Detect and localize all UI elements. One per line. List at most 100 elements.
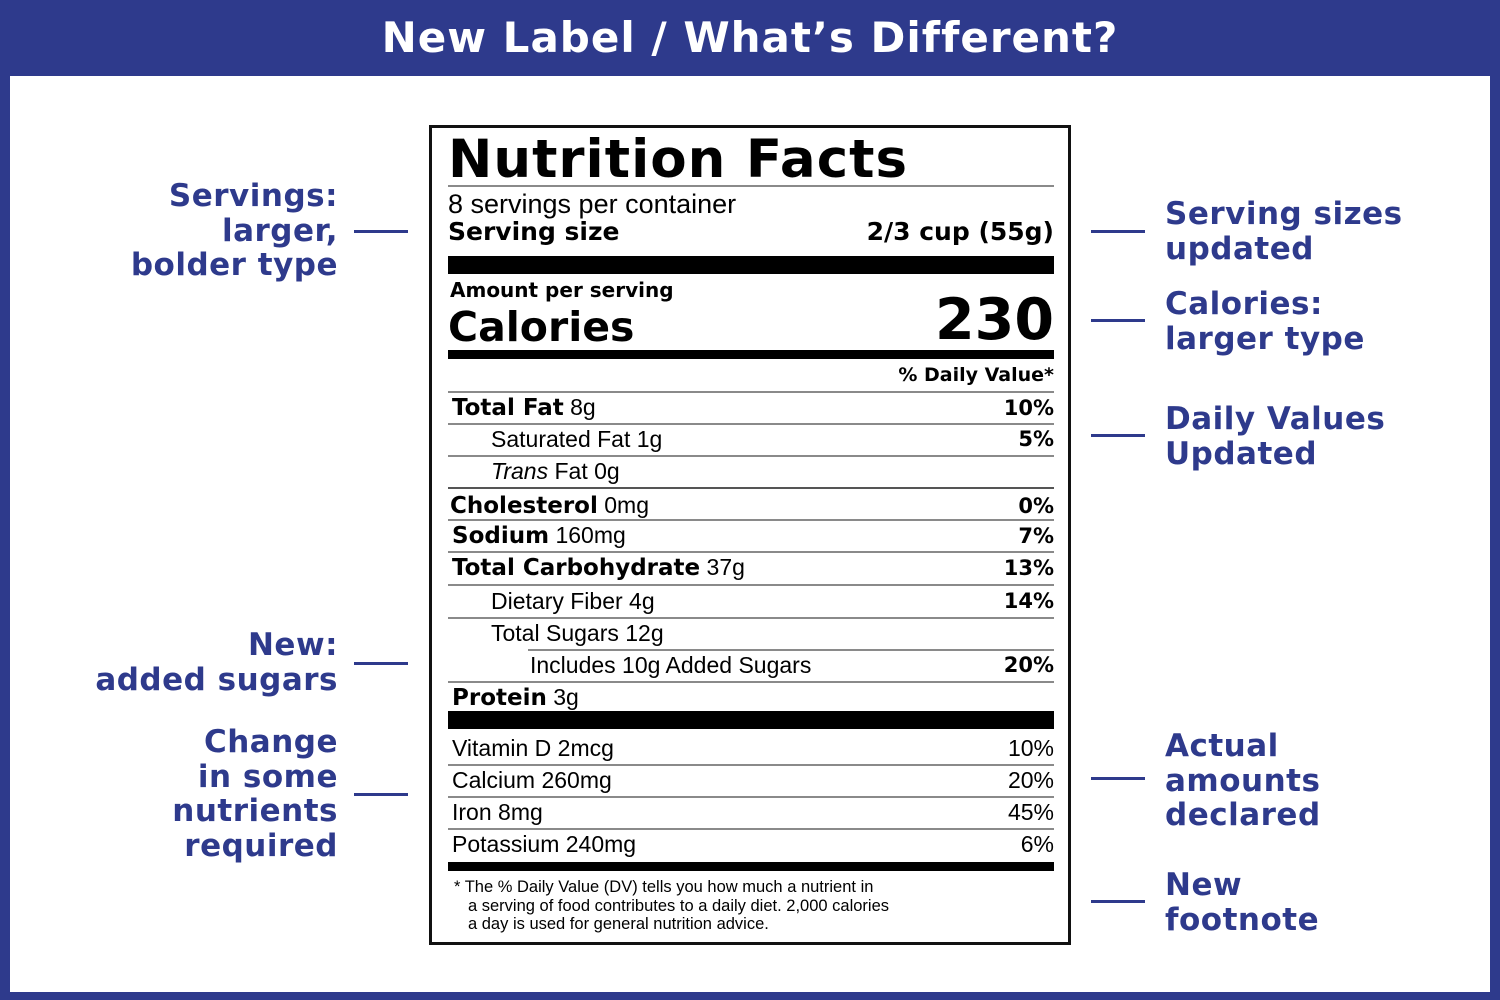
callout-daily-values: Daily Values Updated <box>1165 402 1385 471</box>
callout-line: Updated <box>1165 435 1318 472</box>
header-banner: New Label / What’s Different? <box>0 0 1500 76</box>
nutrient-amount: 4g <box>629 588 655 614</box>
nutrient-name: Protein <box>452 685 547 711</box>
label-title: Nutrition Facts <box>448 129 908 190</box>
footnote-line: a day is used for general nutrition advi… <box>468 915 769 933</box>
vitamin-name: Iron 8mg <box>452 799 543 825</box>
divider <box>448 391 1054 393</box>
divider <box>448 487 1054 489</box>
amount-per-serving: Amount per serving <box>450 278 674 302</box>
callout-line: Serving sizes <box>1165 196 1403 232</box>
nutrient-name: Total Sugars <box>491 620 619 646</box>
divider <box>448 584 1054 586</box>
vitamin-name: Vitamin D 2mcg <box>452 735 614 761</box>
vitamin-dv: 20% <box>1007 767 1054 793</box>
vitamin-name: Calcium 260mg <box>452 767 612 793</box>
vitamin-row-calcium: Calcium 260mg 20% <box>448 766 1054 794</box>
nutrient-row-cholesterol: Cholesterol 0mg 0% <box>448 491 1054 520</box>
callout-line: Actual <box>1165 728 1279 764</box>
vitamin-row-iron: Iron 8mg 45% <box>448 798 1054 826</box>
callout-pointer-serving-sizes <box>1091 230 1145 233</box>
serving-size-value: 2/3 cup (55g) <box>866 217 1054 246</box>
nutrient-dv: 0% <box>1018 493 1054 518</box>
callout-pointer-actual-amounts <box>1091 777 1145 780</box>
callout-servings: Servings: larger, bolder type <box>131 179 338 283</box>
callout-actual-amounts: Actual amounts declared <box>1165 729 1321 833</box>
nutrient-name: Total Fat <box>452 395 564 421</box>
divider <box>448 796 1054 798</box>
divider <box>448 185 1054 187</box>
callout-pointer-footnote <box>1091 900 1145 903</box>
nutrient-amount: 0mg <box>604 492 649 518</box>
callout-pointer-nutrients <box>354 793 408 796</box>
serving-size-label: Serving size <box>448 217 620 246</box>
footnote-line: * The % Daily Value (DV) tells you how m… <box>454 878 874 896</box>
callout-footnote: New footnote <box>1165 868 1319 937</box>
vitamin-dv: 10% <box>1007 735 1054 761</box>
footnote-line: a serving of food contributes to a daily… <box>468 896 889 915</box>
callout-added-sugars: New: added sugars <box>95 628 338 697</box>
nutrient-amount: 160mg <box>555 522 626 548</box>
callout-line: required <box>184 827 338 864</box>
nutrient-name: Sodium <box>452 523 550 549</box>
vitamin-name: Potassium 240mg <box>452 831 637 857</box>
divider <box>448 423 1054 425</box>
nutrient-row-total-carbohydrate: Total Carbohydrate 37g 13% <box>448 553 1054 582</box>
callout-line: amounts <box>1165 762 1321 799</box>
divider <box>448 617 1054 619</box>
callout-line: updated <box>1165 230 1314 267</box>
nutrient-amount: 37g <box>706 554 745 580</box>
nutrient-name: Saturated Fat <box>491 426 631 452</box>
nutrient-dv: 13% <box>1003 555 1054 580</box>
nutrient-name: Total Carbohydrate <box>452 555 701 581</box>
nutrient-row-total-sugars: Total Sugars 12g <box>448 619 1054 647</box>
nutrient-row-added-sugars: Includes 10g Added Sugars 20% <box>448 651 1054 679</box>
servings-per-container: 8 servings per container <box>448 189 737 219</box>
nutrient-name-rest: Fat <box>554 458 588 484</box>
vitamin-row-potassium: Potassium 240mg 6% <box>448 830 1054 858</box>
nutrient-name: Dietary Fiber <box>491 588 623 614</box>
callout-line: Calories: <box>1165 286 1323 322</box>
vitamin-row-vitamin-d: Vitamin D 2mcg 10% <box>448 734 1054 762</box>
nutrient-name: Cholesterol <box>450 493 598 519</box>
thick-divider <box>448 256 1054 274</box>
divider <box>448 455 1054 457</box>
callout-serving-sizes: Serving sizes updated <box>1165 197 1403 266</box>
page-title: New Label / What’s Different? <box>381 13 1119 62</box>
calories-row: Calories 230 <box>448 287 1054 353</box>
nutrient-amount: 3g <box>553 684 579 710</box>
nutrient-row-trans-fat: Trans Fat 0g <box>448 457 1054 485</box>
callout-line: New <box>1165 867 1243 903</box>
divider <box>448 551 1054 553</box>
callout-line: Change <box>203 724 338 760</box>
callout-line: in some <box>197 758 338 795</box>
nutrient-dv: 7% <box>1018 523 1054 548</box>
vitamin-dv: 45% <box>1007 799 1054 825</box>
vitamin-dv: 6% <box>1020 831 1054 857</box>
nutrient-dv: 10% <box>1003 395 1054 420</box>
callout-line: Daily Values <box>1165 401 1386 437</box>
medium-divider <box>448 862 1054 871</box>
calories-value: 230 <box>935 287 1054 353</box>
nutrient-dv: 5% <box>1018 427 1054 451</box>
divider <box>448 764 1054 766</box>
nutrition-facts-label: Nutrition Facts 8 servings per container… <box>429 125 1071 945</box>
callout-pointer-servings <box>354 230 408 233</box>
callout-line: larger type <box>1165 320 1365 357</box>
medium-divider <box>448 350 1054 359</box>
callout-calories: Calories: larger type <box>1165 287 1365 356</box>
callout-line: footnote <box>1165 901 1320 938</box>
nutrient-dv: 14% <box>1003 589 1054 613</box>
callout-pointer-daily-values <box>1091 434 1145 437</box>
divider <box>528 649 1054 651</box>
callout-line: bolder type <box>130 247 338 283</box>
nutrient-amount: 8g <box>570 394 596 420</box>
callout-line: declared <box>1165 797 1321 833</box>
callout-nutrients: Change in some nutrients required <box>172 725 338 863</box>
callout-pointer-added-sugars <box>354 662 408 665</box>
divider <box>448 828 1054 830</box>
nutrient-row-sodium: Sodium 160mg 7% <box>448 521 1054 550</box>
callout-line: larger, <box>221 212 338 249</box>
dv-header: % Daily Value* <box>898 364 1054 386</box>
calories-label: Calories <box>448 303 635 351</box>
